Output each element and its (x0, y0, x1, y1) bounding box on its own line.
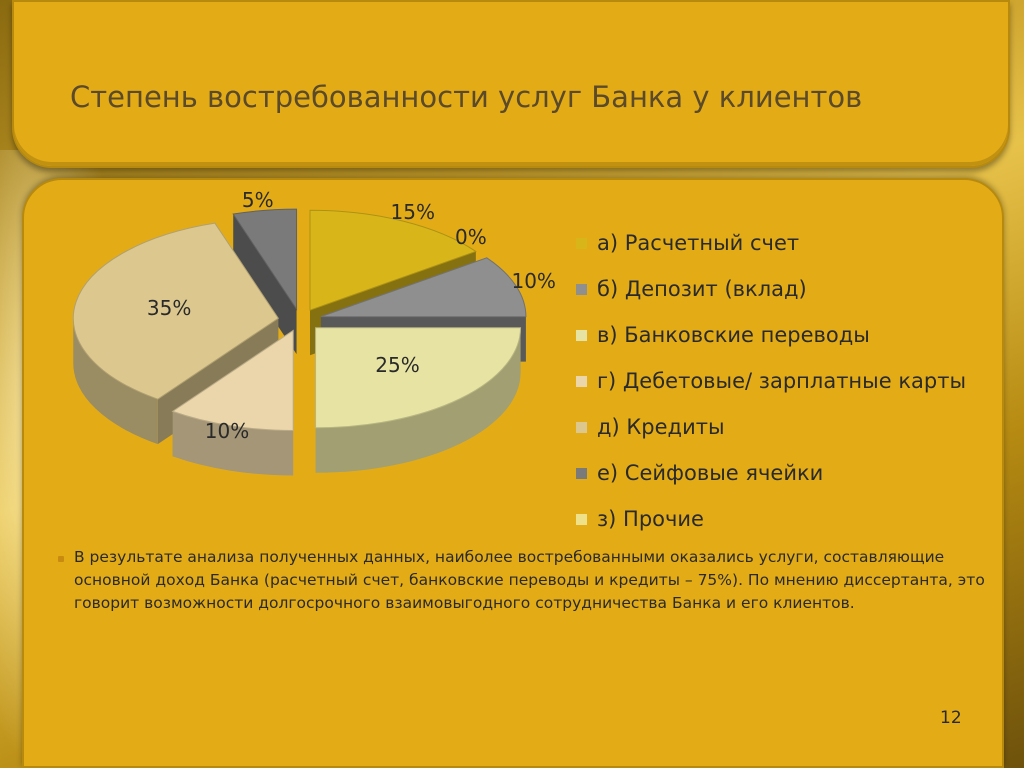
slice-value-label: 15% (390, 199, 435, 224)
pie-slice-2-top (315, 327, 522, 429)
pie-slice-0-top (309, 209, 477, 311)
bullet-marker (58, 556, 64, 562)
legend-item: з) Прочие (576, 504, 704, 534)
slice-value-label: 25% (375, 352, 420, 377)
slice-value-label: 5% (241, 188, 274, 213)
legend-label: а) Расчетный счет (597, 231, 800, 255)
legend-swatch (576, 375, 587, 387)
legend-label: б) Депозит (вклад) (597, 277, 807, 301)
conclusion-paragraph: В результате анализа полученных данных, … (74, 548, 985, 612)
pie-slice-4-side-0 (73, 318, 158, 445)
content-panel (22, 178, 1004, 768)
legend-label: г) Дебетовые/ зарплатные карты (597, 369, 967, 393)
legend-item: б) Депозит (вклад) (576, 274, 807, 304)
legend-swatch (576, 329, 587, 341)
slice-value-label: 0% (455, 225, 487, 249)
legend-swatch (576, 237, 587, 249)
legend-item: в) Банковские переводы (576, 320, 870, 350)
legend-item: д) Кредиты (576, 412, 725, 442)
pie-slice-2 (315, 327, 522, 473)
slice-value-label: 10% (204, 419, 250, 444)
legend-label: е) Сейфовые ячейки (597, 461, 824, 485)
pie-slice-1-top (320, 257, 527, 318)
slide-title: Степень востребованности услуг Банка у к… (70, 80, 863, 114)
pie-slice-5-wall-0 (233, 214, 297, 355)
legend-item: е) Сейфовые ячейки (576, 458, 823, 488)
legend-swatch (576, 283, 587, 295)
legend-label: з) Прочие (597, 507, 704, 531)
slice-value-label: 10% (511, 269, 556, 294)
slice-value-label: 35% (146, 295, 192, 320)
pie-slice-5-top (232, 208, 298, 311)
page-number: 12 (940, 708, 962, 728)
legend-swatch (576, 467, 587, 479)
pie-slice-5 (232, 208, 298, 355)
pie-slice-3-side-0 (172, 411, 294, 476)
title-panel (12, 0, 1010, 168)
legend-swatch (576, 513, 587, 525)
pie-slice-3 (171, 329, 294, 476)
pie-slice-4-top (72, 222, 279, 400)
legend-label: д) Кредиты (597, 415, 725, 439)
legend-item: г) Дебетовые/ зарплатные карты (576, 366, 966, 396)
legend-swatch (576, 421, 587, 433)
legend-label: в) Банковские переводы (597, 323, 870, 347)
legend-item: а) Расчетный счет (576, 228, 799, 258)
pie-slice-2-side-0 (315, 327, 521, 473)
pie-slice-3-top (171, 329, 294, 431)
